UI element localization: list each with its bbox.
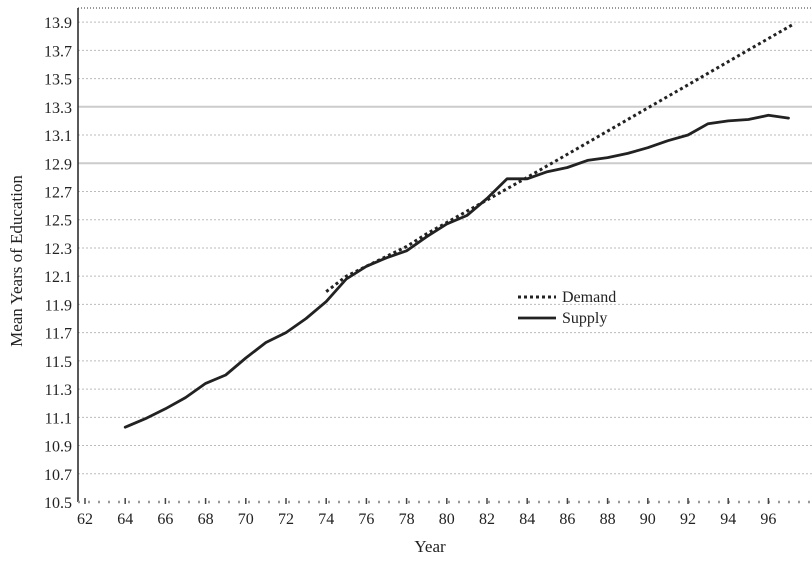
y-tick-label: 12.7: [44, 184, 72, 201]
x-tick-label: 74: [318, 511, 334, 528]
x-tick-label: 62: [77, 511, 93, 528]
x-tick-label: 96: [760, 511, 776, 528]
x-tick-label: 76: [358, 511, 374, 528]
gridlines: [78, 21, 812, 475]
x-tick-label: 90: [640, 511, 656, 528]
y-tick-label: 11.1: [45, 410, 72, 427]
y-tick-label: 12.3: [44, 241, 72, 258]
y-tick-label: 12.1: [44, 269, 72, 286]
x-axis-title: Year: [414, 537, 446, 556]
y-tick-label: 12.5: [44, 213, 72, 230]
y-tick-label: 10.9: [44, 439, 72, 456]
y-tick-label: 13.7: [44, 43, 72, 60]
y-tick-label: 13.1: [44, 128, 72, 145]
series-lines: [123, 22, 796, 429]
series-line-demand: [325, 22, 796, 293]
y-axis-title: Mean Years of Education: [7, 175, 26, 347]
y-tick-label: 11.9: [45, 297, 72, 314]
y-tick-label: 11.5: [45, 354, 72, 371]
x-tick-label: 68: [198, 511, 214, 528]
y-tick-label: 10.5: [44, 495, 72, 512]
series-line-supply: [123, 113, 790, 429]
x-tick-label: 72: [278, 511, 294, 528]
x-tick-label: 86: [559, 511, 575, 528]
y-tick-label: 11.3: [45, 382, 72, 399]
x-tick-label: 70: [238, 511, 254, 528]
x-tick-label: 82: [479, 511, 495, 528]
y-tick-label: 10.7: [44, 467, 72, 484]
x-tick-label: 84: [519, 511, 535, 528]
y-tick-label: 12.9: [44, 156, 72, 173]
y-tick-label: 13.9: [44, 15, 72, 32]
x-tick-label: 88: [600, 511, 616, 528]
y-tick-label: 11.7: [45, 326, 72, 343]
x-tick-label: 78: [399, 511, 415, 528]
plot-frame: [77, 7, 812, 504]
legend-label-demand: Demand: [562, 289, 616, 306]
y-tick-label: 13.5: [44, 72, 72, 89]
x-tick-label: 92: [680, 511, 696, 528]
legend-label-supply: Supply: [562, 310, 607, 327]
x-tick-label: 64: [117, 511, 133, 528]
x-tick-label: 80: [439, 511, 455, 528]
x-tick-label: 66: [157, 511, 173, 528]
axis-ticks: 10.5 10.7 10.9 11.1 11.3 11.5 11.7 11.9 12.1 12.3…: [44, 15, 776, 528]
legend: Demand Supply: [518, 289, 616, 327]
y-tick-label: 13.3: [44, 100, 72, 117]
x-tick-label: 94: [720, 511, 736, 528]
